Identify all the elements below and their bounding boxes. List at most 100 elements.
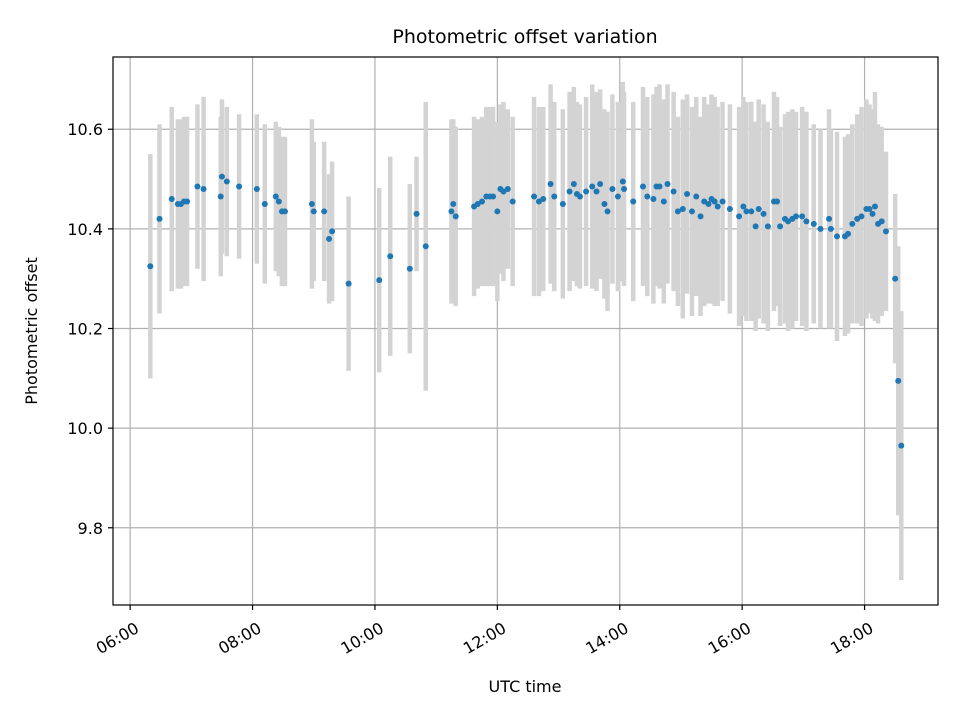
data-point: [609, 186, 616, 193]
data-point: [547, 181, 554, 188]
data-point: [345, 280, 352, 287]
data-point: [452, 213, 459, 220]
data-point: [156, 215, 163, 222]
data-point: [321, 208, 328, 215]
data-point: [684, 191, 691, 197]
data-point: [504, 186, 511, 193]
data-point: [743, 208, 750, 215]
data-point: [656, 183, 663, 190]
data-point: [261, 200, 268, 207]
data-point: [494, 208, 501, 215]
data-point: [509, 198, 516, 205]
data-point: [630, 198, 637, 205]
data-point: [736, 213, 743, 220]
data-point: [406, 265, 413, 272]
data-point: [601, 200, 608, 207]
data-point: [817, 225, 824, 232]
data-point: [726, 205, 733, 212]
data-point: [640, 183, 647, 190]
data-point: [310, 208, 317, 215]
data-point: [674, 208, 681, 215]
data-point: [614, 193, 621, 200]
data-point: [705, 200, 712, 207]
data-point: [803, 218, 810, 225]
data-point: [670, 188, 677, 195]
data-point: [376, 277, 383, 284]
y-tick-label: 10.6: [67, 120, 103, 139]
data-point: [448, 208, 455, 215]
data-point: [272, 193, 279, 200]
data-point: [593, 188, 600, 195]
data-point: [664, 181, 671, 188]
data-point: [275, 198, 282, 205]
data-point: [679, 205, 686, 212]
data-point: [236, 183, 243, 190]
data-point: [479, 198, 486, 205]
data-point: [200, 186, 207, 193]
data-point: [748, 208, 755, 215]
data-point: [650, 195, 657, 202]
y-axis-ticks: 9.8 10.0 10.2 10.4 10.6: [67, 120, 113, 538]
data-point: [660, 198, 667, 205]
data-point: [450, 200, 457, 207]
data-point: [827, 225, 834, 232]
data-point: [895, 377, 902, 384]
data-point: [878, 218, 885, 225]
data-point: [898, 442, 905, 449]
y-axis-label: Photometric offset: [22, 257, 41, 405]
data-point: [799, 213, 806, 220]
data-point: [644, 193, 651, 200]
data-point: [834, 233, 841, 240]
data-point: [223, 178, 230, 185]
data-point: [882, 228, 889, 235]
plot-frame: [112, 56, 939, 606]
data-point: [693, 193, 700, 200]
data-point: [866, 205, 873, 212]
data-points: [147, 173, 905, 449]
data-point: [604, 208, 611, 215]
data-point: [570, 181, 577, 188]
data-point: [194, 183, 201, 190]
data-point: [326, 235, 333, 242]
data-point: [583, 188, 590, 195]
data-point: [308, 200, 315, 207]
data-point: [597, 181, 604, 188]
data-point: [168, 195, 175, 202]
data-point: [714, 203, 721, 210]
data-point: [217, 193, 224, 200]
data-point: [329, 228, 336, 235]
data-point: [253, 186, 260, 193]
data-point: [281, 208, 288, 215]
data-point: [719, 198, 726, 205]
data-point: [540, 195, 547, 202]
data-point: [413, 210, 420, 217]
data-point: [740, 203, 747, 210]
data-point: [826, 215, 833, 222]
data-point: [697, 213, 704, 220]
data-point: [619, 178, 626, 185]
data-point: [559, 200, 566, 207]
chart-title: Photometric offset variation: [392, 26, 657, 48]
data-point: [576, 193, 583, 200]
data-point: [892, 275, 899, 282]
y-tick-label: 10.2: [67, 320, 103, 339]
data-point: [845, 230, 852, 237]
data-point: [566, 188, 573, 195]
data-point: [711, 198, 718, 205]
data-point: [531, 193, 538, 200]
x-axis-label: UTC time: [489, 677, 562, 696]
data-point: [752, 223, 759, 230]
data-point: [621, 186, 628, 193]
data-point: [688, 208, 695, 215]
data-point: [793, 213, 800, 220]
data-point: [551, 193, 558, 200]
y-tick-label: 10.4: [67, 220, 103, 239]
data-point: [764, 223, 771, 230]
data-point: [387, 253, 394, 260]
data-point: [871, 203, 878, 210]
data-point: [760, 210, 767, 217]
data-point: [184, 198, 191, 205]
data-point: [810, 220, 817, 227]
y-tick-label: 10.0: [67, 419, 103, 438]
